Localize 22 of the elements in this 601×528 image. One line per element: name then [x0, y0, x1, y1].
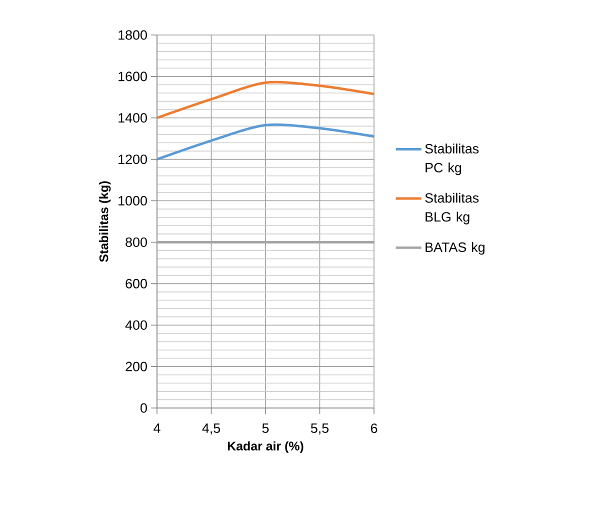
y-axis-title: Stabilitas (kg): [99, 181, 111, 262]
x-tick-label: 4,5: [202, 424, 220, 434]
x-tick-label: 4: [154, 424, 160, 433]
x-tick-label: 6: [370, 424, 378, 434]
y-tick-label: 1800: [118, 30, 147, 40]
x-tick-label: 5,5: [310, 424, 329, 434]
line-series: [157, 123, 374, 161]
y-tick-label: 1200: [118, 154, 147, 164]
x-tick-label: 5: [262, 424, 269, 433]
y-tick-label: 1000: [118, 196, 147, 206]
y-tick-label: 600: [126, 278, 147, 288]
y-tick-label: 1600: [118, 72, 147, 82]
y-tick-label: 800: [126, 237, 147, 247]
x-axis-title: Kadar air (%): [228, 441, 304, 453]
legend-label: Stabilitas BLG kg: [425, 192, 479, 224]
line-series: [157, 80, 374, 120]
y-tick-label: 0: [140, 403, 147, 413]
legend-label: BATAS kg: [426, 242, 484, 255]
y-tick-label: 200: [126, 362, 147, 372]
y-tick-label: 1400: [118, 113, 147, 123]
legend-label: Stabilitas PC kg: [425, 144, 479, 176]
y-tick-label: 400: [125, 320, 147, 330]
